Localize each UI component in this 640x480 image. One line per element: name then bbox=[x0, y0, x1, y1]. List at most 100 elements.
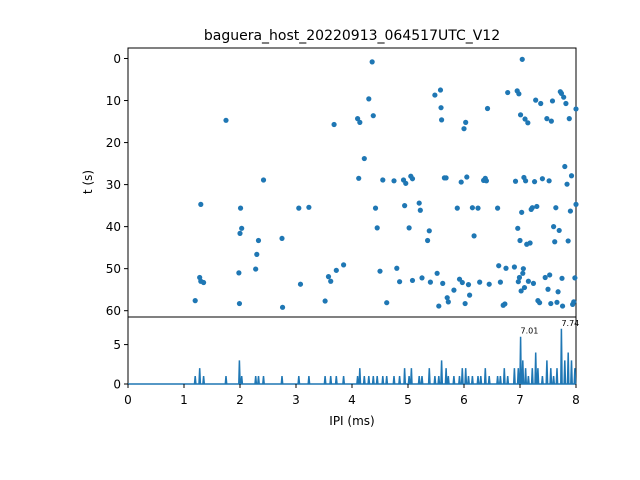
data-point bbox=[432, 92, 438, 98]
data-point bbox=[236, 300, 243, 307]
data-point bbox=[306, 204, 312, 210]
x-tick-label: 3 bbox=[292, 393, 300, 407]
data-point bbox=[451, 287, 457, 293]
data-point bbox=[525, 120, 531, 126]
data-point bbox=[366, 96, 372, 102]
data-point bbox=[437, 87, 444, 93]
data-point bbox=[529, 205, 535, 211]
data-point bbox=[567, 208, 574, 214]
data-point bbox=[419, 275, 425, 281]
histogram-y-axis: 05 bbox=[113, 338, 128, 392]
data-point bbox=[549, 98, 556, 104]
peak-annotation: 7.74 bbox=[561, 319, 579, 328]
data-point bbox=[380, 177, 386, 183]
data-point bbox=[426, 228, 432, 234]
data-point bbox=[461, 126, 467, 132]
data-point bbox=[425, 237, 431, 244]
y-tick-label: 40 bbox=[106, 220, 121, 234]
data-point bbox=[503, 265, 509, 271]
data-point bbox=[438, 105, 444, 111]
data-point bbox=[254, 251, 260, 257]
data-point bbox=[496, 263, 502, 269]
data-point bbox=[403, 180, 409, 186]
data-point bbox=[331, 121, 337, 128]
data-point bbox=[475, 205, 481, 211]
data-point bbox=[237, 205, 244, 211]
data-point bbox=[462, 300, 468, 307]
data-point bbox=[434, 270, 440, 276]
data-point bbox=[333, 267, 339, 273]
data-point bbox=[516, 91, 522, 97]
data-point bbox=[517, 237, 523, 244]
data-point bbox=[519, 209, 525, 215]
data-point bbox=[397, 279, 403, 285]
data-point bbox=[465, 282, 472, 288]
y-tick-label: 20 bbox=[106, 136, 121, 150]
x-tick-label: 7 bbox=[516, 393, 524, 407]
data-point bbox=[279, 235, 285, 242]
data-point bbox=[573, 106, 579, 112]
data-point bbox=[572, 275, 578, 281]
data-point bbox=[439, 117, 445, 123]
y-tick-label: 10 bbox=[106, 94, 121, 108]
data-point bbox=[527, 240, 533, 246]
y-tick-label: 0 bbox=[113, 378, 121, 392]
data-point bbox=[372, 205, 379, 211]
data-point bbox=[512, 178, 519, 184]
data-point bbox=[563, 100, 569, 107]
data-point bbox=[427, 279, 433, 285]
data-point bbox=[558, 90, 565, 96]
y-axis-label: t (s) bbox=[81, 170, 95, 194]
data-point bbox=[533, 97, 539, 103]
data-point bbox=[458, 179, 464, 185]
data-point bbox=[416, 200, 422, 206]
data-point bbox=[239, 225, 245, 231]
data-point bbox=[538, 100, 544, 107]
data-point bbox=[463, 119, 469, 125]
histogram-line bbox=[128, 328, 577, 385]
x-axis-label: IPI (ms) bbox=[329, 414, 374, 428]
y-tick-label: 5 bbox=[113, 338, 121, 352]
raster-y-axis: 0 10 20 30 40 50 60 bbox=[106, 52, 128, 318]
y-tick-label: 0 bbox=[113, 52, 121, 66]
data-point bbox=[542, 274, 548, 281]
data-point bbox=[198, 201, 204, 207]
data-point bbox=[394, 265, 400, 271]
data-point bbox=[534, 203, 540, 210]
data-point bbox=[523, 178, 529, 184]
data-point bbox=[564, 181, 570, 187]
x-tick-label: 8 bbox=[572, 393, 580, 407]
data-point bbox=[519, 56, 525, 62]
data-point bbox=[502, 301, 508, 307]
x-tick-label: 6 bbox=[460, 393, 468, 407]
data-point bbox=[192, 298, 198, 304]
x-tick-label: 4 bbox=[348, 393, 356, 407]
histogram-series bbox=[128, 328, 577, 385]
data-point bbox=[471, 233, 477, 239]
data-point bbox=[497, 279, 503, 285]
data-point bbox=[237, 230, 243, 236]
data-point bbox=[555, 289, 561, 295]
data-point bbox=[559, 303, 566, 309]
data-point bbox=[518, 288, 524, 294]
data-point bbox=[296, 205, 302, 211]
data-point bbox=[236, 270, 242, 276]
data-point bbox=[328, 278, 334, 284]
data-point bbox=[505, 89, 511, 96]
data-point bbox=[562, 163, 568, 170]
peak-annotations: 7.01 7.74 bbox=[521, 319, 580, 336]
data-point bbox=[546, 178, 552, 184]
data-point bbox=[409, 277, 416, 284]
data-point bbox=[409, 176, 416, 182]
data-point bbox=[548, 300, 554, 307]
data-point bbox=[566, 116, 572, 122]
data-point bbox=[484, 105, 491, 112]
data-point bbox=[459, 279, 465, 286]
data-point bbox=[551, 224, 557, 230]
data-point bbox=[454, 205, 460, 211]
data-point bbox=[495, 205, 501, 211]
x-tick-label: 1 bbox=[180, 393, 188, 407]
raster-points bbox=[192, 56, 579, 310]
